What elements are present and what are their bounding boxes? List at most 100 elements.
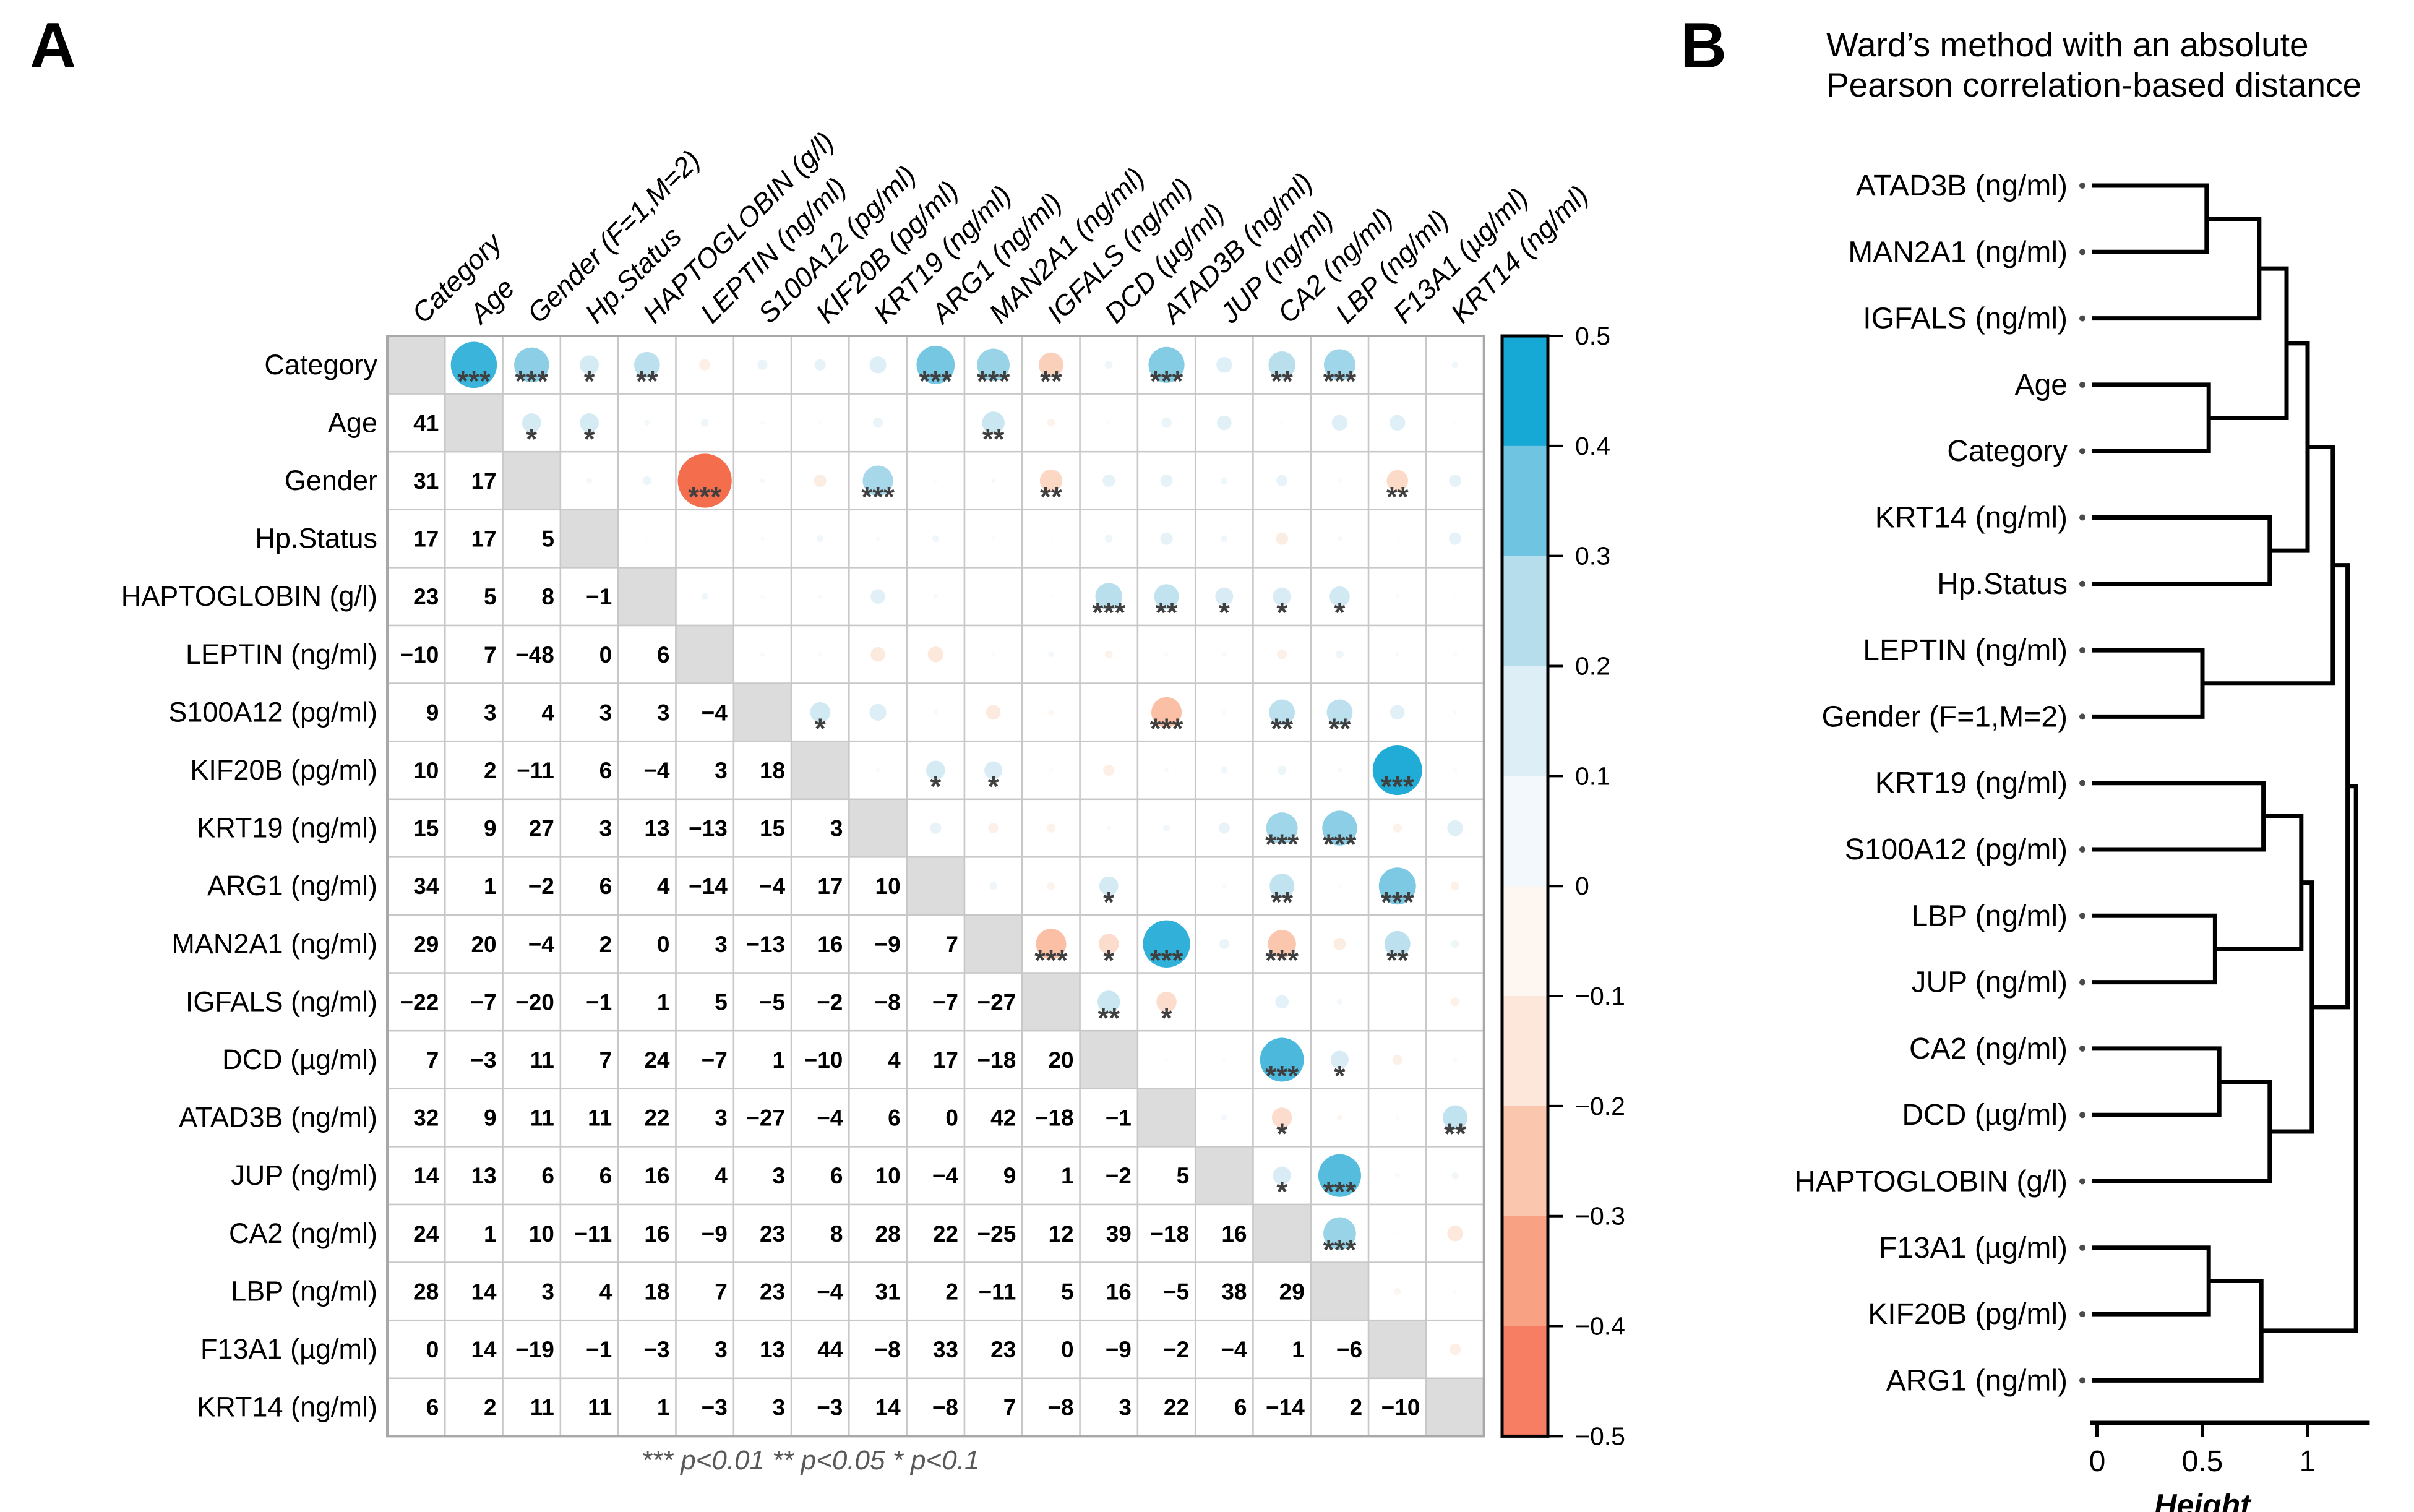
correlation-value: 14 (471, 1337, 497, 1362)
matrix-cell (1079, 1319, 1139, 1380)
correlation-value: −13 (689, 816, 728, 841)
correlation-circle (982, 411, 1005, 434)
correlation-circle (1395, 652, 1400, 657)
correlation-value: 22 (644, 1106, 669, 1131)
matrix-cell (848, 1203, 908, 1263)
leaf-label: S100A12 (pg/ml) (1845, 833, 2068, 866)
correlation-circle (1151, 697, 1182, 728)
correlation-circle (1453, 1057, 1458, 1062)
matrix-cell (617, 682, 677, 742)
correlation-circle (1048, 709, 1054, 715)
row-label: S100A12 (pg/ml) (168, 696, 377, 728)
correlation-value: −1 (586, 989, 612, 1015)
matrix-cell (502, 1146, 562, 1206)
leaf-label: Hp.Status (1937, 568, 2068, 601)
axis-tick-label: 0.5 (2182, 1445, 2223, 1478)
axis-title: Height (2154, 1488, 2252, 1512)
correlation-value: 3 (657, 700, 670, 725)
significance-stars: ** (1040, 365, 1062, 397)
leaf-dot (2079, 979, 2085, 986)
leaf-label: CA2 (ng/ml) (1909, 1033, 2068, 1065)
matrix-cell (1425, 1377, 1485, 1437)
correlation-circle (1219, 939, 1230, 949)
row-label: LEPTIN (ng/ml) (186, 638, 377, 670)
matrix-cell (502, 1377, 562, 1437)
significance-stars: * (1103, 886, 1114, 918)
correlation-value: 6 (599, 874, 612, 899)
correlation-circle (1164, 768, 1169, 773)
height-axis: 0 0.5 1 Height (2089, 1420, 2370, 1512)
correlation-value: 1 (773, 1047, 786, 1073)
correlation-circle (1451, 1172, 1459, 1179)
correlation-circle (1449, 532, 1462, 545)
matrix-cell (848, 798, 908, 858)
matrix-cell (559, 624, 619, 684)
significance-stars: ** (982, 423, 1005, 455)
correlation-value: −4 (817, 1106, 843, 1131)
matrix-cell (732, 1146, 792, 1206)
correlation-circle (1390, 705, 1405, 720)
correlation-value: 0 (1061, 1337, 1074, 1362)
axis-tick-label: 1 (2300, 1445, 2316, 1478)
significance-stars: ** (1097, 1002, 1120, 1034)
correlation-value: 6 (426, 1395, 439, 1420)
correlation-circle (1222, 652, 1227, 657)
correlation-value: −9 (1106, 1337, 1132, 1362)
correlation-circle (1451, 940, 1459, 948)
correlation-circle (1049, 536, 1054, 541)
correlation-circle (1104, 361, 1113, 369)
correlation-value: −10 (804, 1047, 843, 1073)
correlation-circle (1450, 881, 1460, 891)
correlation-circle (984, 761, 1003, 780)
matrix-cell (444, 1029, 504, 1090)
matrix-cell (790, 856, 850, 916)
correlation-value: −18 (977, 1047, 1016, 1073)
correlation-circle (1049, 594, 1054, 599)
matrix-cell (1079, 1146, 1139, 1206)
colorbar-block (1502, 666, 1548, 777)
colorbar-block (1502, 1216, 1548, 1327)
correlation-value: 6 (657, 642, 670, 668)
correlation-circle (1097, 990, 1120, 1013)
correlation-value: 11 (588, 1395, 612, 1420)
colorbar-tick-label: −0.4 (1575, 1312, 1625, 1341)
correlation-circle (869, 356, 887, 374)
significance-stars: *** (919, 365, 952, 397)
correlation-circle (699, 359, 711, 371)
correlation-circle (1273, 1166, 1291, 1185)
row-label: IGFALS (ng/ml) (186, 986, 377, 1017)
correlation-circle (1217, 415, 1232, 431)
correlation-value: 33 (933, 1337, 958, 1362)
matrix-marks: *** *** * ** *** *** ** *** ** ***41 * * **31 17 *** **… (400, 341, 1468, 1420)
matrix-cell (848, 1146, 908, 1206)
colorbar-block (1502, 1106, 1548, 1217)
correlation-value: 28 (413, 1279, 439, 1304)
leaf-label: KRT14 (ng/ml) (1875, 502, 2068, 535)
correlation-circle (522, 413, 541, 432)
matrix-cell (1021, 1029, 1081, 1090)
correlation-circle (1447, 820, 1463, 836)
correlation-value: 11 (588, 1106, 612, 1131)
leaf-label: MAN2A1 (ng/ml) (1848, 236, 2068, 268)
matrix-cell (1079, 1029, 1139, 1090)
correlation-value: −8 (875, 1337, 901, 1362)
matrix-cell (675, 856, 735, 916)
correlation-circle (927, 646, 944, 663)
correlation-circle (1330, 1050, 1349, 1069)
correlation-circle (1386, 470, 1409, 492)
correlation-circle (818, 420, 823, 425)
leaf-dot (2079, 846, 2085, 853)
row-label: DCD (µg/ml) (222, 1044, 377, 1075)
correlation-circle (1268, 930, 1296, 958)
axis-tick-label: 0 (2089, 1445, 2106, 1478)
correlation-circle (1447, 1226, 1463, 1242)
correlation-value: −3 (643, 1337, 669, 1362)
matrix-cell (1021, 1261, 1081, 1321)
leaf-label: Gender (F=1,M=2) (1822, 700, 2068, 733)
leaf-dot (2079, 514, 2085, 521)
leaf-label: ATAD3B (ng/ml) (1856, 170, 2068, 202)
colorbar-tick-label: −0.1 (1575, 982, 1625, 1010)
dendrogram-branch (2092, 1080, 2272, 1183)
row-label: F13A1 (µg/ml) (200, 1333, 377, 1365)
matrix-cell (1021, 1203, 1081, 1263)
